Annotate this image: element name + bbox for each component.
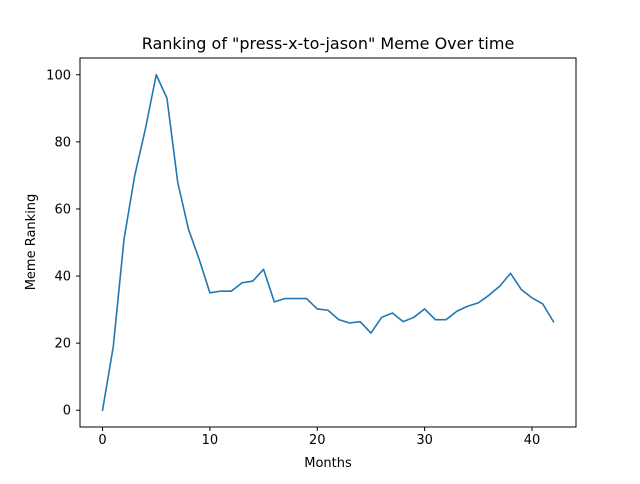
- y-tick-label: 60: [54, 202, 71, 217]
- y-tick-label: 40: [54, 270, 71, 285]
- series-line-0: [101, 73, 555, 412]
- axes-frame: [79, 57, 577, 428]
- y-tick-label: 20: [54, 337, 71, 352]
- x-tick-label: 20: [309, 433, 326, 448]
- y-tick-label: 100: [46, 68, 71, 83]
- x-tick-label: 10: [202, 433, 219, 448]
- plot-area: 0 10 20 30 40 0 20 40 60 80 100: [46, 57, 577, 448]
- y-tick-label: 0: [63, 404, 71, 419]
- y-axis-label: Meme Ranking: [24, 194, 39, 291]
- chart-title: Ranking of "press-x-to-jason" Meme Over …: [142, 34, 515, 53]
- y-tick-label: 80: [54, 135, 71, 150]
- x-tick-label: 0: [98, 433, 106, 448]
- x-tick-label: 30: [416, 433, 433, 448]
- x-axis-label: Months: [304, 456, 352, 471]
- x-tick-label: 40: [524, 433, 541, 448]
